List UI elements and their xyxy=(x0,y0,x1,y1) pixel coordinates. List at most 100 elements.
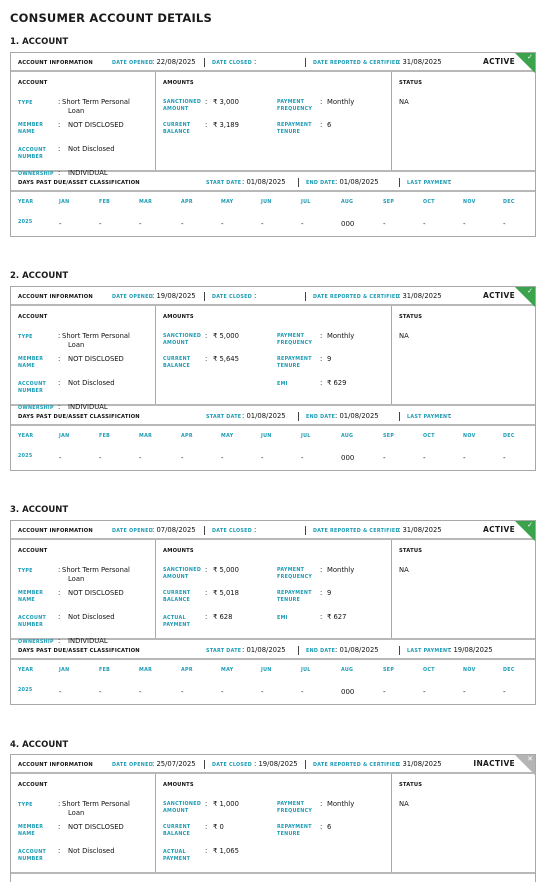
account-column: ACCOUNT TYPE Short Term Personal: Loan MEMBE… xyxy=(11,540,156,645)
month-value-feb: - xyxy=(99,220,102,228)
sanctioned-amount-label-2: AMOUNT xyxy=(163,809,189,814)
date-closed-label: DATE CLOSED xyxy=(212,294,253,300)
type-value-line2: Loan xyxy=(68,107,85,115)
start-date-label: START DATE xyxy=(206,180,242,186)
account-heading: 1. ACCOUNT xyxy=(10,37,69,47)
year-column-label: YEAR xyxy=(18,200,34,205)
close-icon: ✕ xyxy=(527,755,533,763)
account-status-label: INACTIVE xyxy=(473,759,515,768)
account-info-row: ACCOUNT INFORMATION DATE OPENED: 25/07/20… xyxy=(11,755,535,775)
member-name-value: NOT DISCLOSED xyxy=(68,355,124,363)
separator xyxy=(399,646,400,655)
account-number-label-2: NUMBER xyxy=(18,389,44,394)
payment-frequency-label-2: FREQUENCY xyxy=(277,341,313,346)
payment-frequency-value: Monthly xyxy=(327,98,355,106)
date-opened-value: : 22/08/2025 xyxy=(152,58,196,66)
year-column-label: YEAR xyxy=(18,668,34,673)
month-label-dec: DEC xyxy=(503,200,515,205)
check-icon: ✓ xyxy=(527,287,533,295)
month-label-mar: MAR xyxy=(139,200,153,205)
separator xyxy=(305,58,306,67)
account-column: ACCOUNT TYPE Short Term Personal: Loan MEMBE… xyxy=(11,774,156,872)
separator xyxy=(204,292,205,301)
sanctioned-amount-label: SANCTIONED xyxy=(163,100,202,105)
month-label-aug: AUG xyxy=(341,434,354,439)
start-date-value: : 01/08/2025 xyxy=(242,412,286,420)
separator xyxy=(305,760,306,769)
account-status-label: ACTIVE xyxy=(483,57,515,66)
month-value-dec: - xyxy=(503,454,506,462)
month-label-feb: FEB xyxy=(99,668,111,673)
dpd-header-row: DAYS PAST DUE/ASSET CLASSIFICATION START … xyxy=(11,640,535,660)
payment-frequency-label: PAYMENT xyxy=(277,802,305,807)
month-label-jul: JUL xyxy=(301,668,311,673)
current-balance-label: CURRENT xyxy=(163,357,191,362)
member-name-value: NOT DISCLOSED xyxy=(68,121,124,129)
month-value-may: - xyxy=(221,454,224,462)
member-name-label-2: NAME xyxy=(18,364,35,369)
month-value-jul: - xyxy=(301,454,304,462)
payment-history-grid: YEAR 2025 JAN - FEB - MAR - APR - MAY - JUN - JUL - AUG 0… xyxy=(11,660,535,704)
colon: : xyxy=(58,823,61,831)
repayment-tenure-label: REPAYMENT xyxy=(277,825,312,830)
status-column: STATUS NA xyxy=(392,540,535,638)
month-label-sep: SEP xyxy=(383,668,395,673)
member-name-label-2: NAME xyxy=(18,130,35,135)
colon: : xyxy=(58,98,61,106)
type-value: Short Term Personal xyxy=(62,332,130,340)
account-number-label: ACCOUNT xyxy=(18,148,47,153)
status-column: STATUS NA xyxy=(392,306,535,404)
repayment-tenure-label: REPAYMENT xyxy=(277,591,312,596)
date-closed-label: DATE CLOSED xyxy=(212,762,253,768)
colon: : xyxy=(320,589,323,597)
month-label-nov: NOV xyxy=(463,434,476,439)
current-balance-label-2: BALANCE xyxy=(163,130,191,135)
status-section-label: STATUS xyxy=(399,782,423,788)
month-value-sep: - xyxy=(383,220,386,228)
account-section-label: ACCOUNT xyxy=(18,314,48,320)
account-number-label-2: NUMBER xyxy=(18,623,44,628)
month-label-jun: JUN xyxy=(261,200,272,205)
amounts-section-label: AMOUNTS xyxy=(163,80,194,86)
colon: : xyxy=(58,800,61,808)
separator xyxy=(298,178,299,187)
repayment-tenure-value: 9 xyxy=(327,355,332,363)
colon: : xyxy=(58,589,61,597)
member-name-label: MEMBER xyxy=(18,825,44,830)
repayment-tenure-value: 9 xyxy=(327,589,332,597)
colon: : xyxy=(205,847,208,855)
payment-frequency-value: Monthly xyxy=(327,332,355,340)
current-balance-value: ₹ 5,018 xyxy=(213,589,239,597)
month-value-jul: - xyxy=(301,688,304,696)
type-value: Short Term Personal xyxy=(62,566,130,574)
month-value-apr: - xyxy=(181,220,184,228)
month-label-aug: AUG xyxy=(341,668,354,673)
account-heading: 4. ACCOUNT xyxy=(10,740,69,750)
type-label: TYPE xyxy=(18,569,33,574)
amounts-section-label: AMOUNTS xyxy=(163,314,194,320)
colon: : xyxy=(320,800,323,808)
last-payment-value: : 19/08/2025 xyxy=(449,646,493,654)
actual-payment-label-2: PAYMENT xyxy=(163,857,191,862)
colon: : xyxy=(58,403,61,411)
account-column: ACCOUNT TYPE Short Term Personal: Loan MEMBE… xyxy=(11,306,156,411)
current-balance-label: CURRENT xyxy=(163,825,191,830)
sanctioned-amount-value: ₹ 1,000 xyxy=(213,800,239,808)
dpd-label: DAYS PAST DUE/ASSET CLASSIFICATION xyxy=(18,414,140,420)
date-reported-label: DATE REPORTED & CERTIFIED xyxy=(313,528,400,534)
colon: : xyxy=(205,823,208,831)
repayment-tenure-label: REPAYMENT xyxy=(277,357,312,362)
month-label-jun: JUN xyxy=(261,434,272,439)
month-label-jan: JAN xyxy=(59,668,70,673)
member-name-label: MEMBER xyxy=(18,123,44,128)
month-label-jun: JUN xyxy=(261,668,272,673)
dpd-header-row: DAYS PAST DUE/ASSET CLASSIFICATION START … xyxy=(11,172,535,192)
month-value-sep: - xyxy=(383,688,386,696)
month-label-sep: SEP xyxy=(383,200,395,205)
account-information-label: ACCOUNT INFORMATION xyxy=(18,294,93,300)
colon: : xyxy=(320,823,323,831)
type-value-line2: Loan xyxy=(68,341,85,349)
check-icon: ✓ xyxy=(527,521,533,529)
month-label-oct: OCT xyxy=(423,434,435,439)
colon: : xyxy=(58,121,61,129)
